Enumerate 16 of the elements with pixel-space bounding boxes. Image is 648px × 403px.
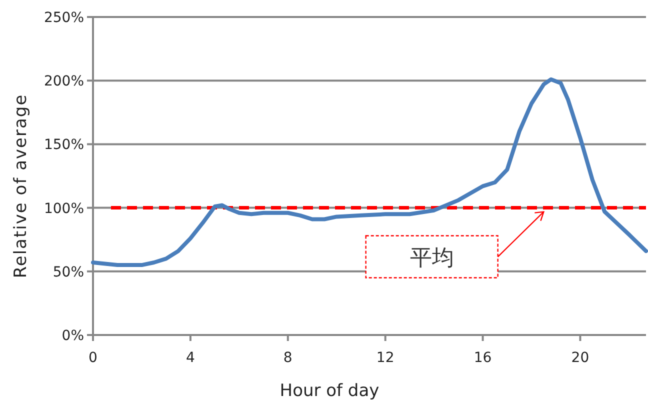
x-axis-title: Hour of day <box>280 381 380 401</box>
y-tick-label: 50% <box>52 264 84 280</box>
x-tick-label: 12 <box>376 350 394 366</box>
y-tick-label: 150% <box>44 137 84 154</box>
y-tick-label: 250% <box>44 10 84 26</box>
y-tick-label: 100% <box>44 200 84 217</box>
x-tick-label: 8 <box>283 350 292 366</box>
x-tick-label: 4 <box>186 350 195 366</box>
y-tick-label: 200% <box>44 74 84 90</box>
x-tick-label: 20 <box>571 350 590 366</box>
x-tick-label: 0 <box>88 350 98 366</box>
ref-line-label: 平均 <box>410 246 454 271</box>
line-series <box>91 77 648 268</box>
y-axis-title: Relative of average <box>11 94 31 278</box>
y-tick-label: 0% <box>62 328 84 344</box>
x-tick-label: 16 <box>474 350 492 366</box>
